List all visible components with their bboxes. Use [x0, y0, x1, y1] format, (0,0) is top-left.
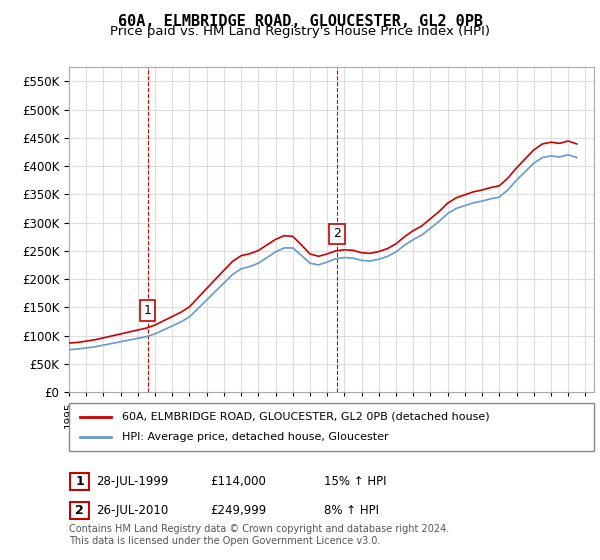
Text: 15% ↑ HPI: 15% ↑ HPI: [324, 474, 386, 488]
Text: 60A, ELMBRIDGE ROAD, GLOUCESTER, GL2 0PB: 60A, ELMBRIDGE ROAD, GLOUCESTER, GL2 0PB: [118, 14, 482, 29]
Text: 2: 2: [75, 504, 84, 517]
Text: 1: 1: [75, 475, 84, 488]
FancyBboxPatch shape: [70, 502, 89, 519]
Text: 2: 2: [333, 227, 341, 240]
Text: 26-JUL-2010: 26-JUL-2010: [96, 503, 168, 517]
Text: Price paid vs. HM Land Registry's House Price Index (HPI): Price paid vs. HM Land Registry's House …: [110, 25, 490, 38]
Text: HPI: Average price, detached house, Gloucester: HPI: Average price, detached house, Glou…: [121, 432, 388, 442]
Text: 28-JUL-1999: 28-JUL-1999: [96, 474, 169, 488]
Text: 1: 1: [144, 304, 152, 317]
Text: 60A, ELMBRIDGE ROAD, GLOUCESTER, GL2 0PB (detached house): 60A, ELMBRIDGE ROAD, GLOUCESTER, GL2 0PB…: [121, 412, 489, 422]
Text: £249,999: £249,999: [210, 503, 266, 517]
Text: £114,000: £114,000: [210, 474, 266, 488]
FancyBboxPatch shape: [69, 403, 594, 451]
Text: 8% ↑ HPI: 8% ↑ HPI: [324, 503, 379, 517]
FancyBboxPatch shape: [70, 473, 89, 490]
Text: Contains HM Land Registry data © Crown copyright and database right 2024.
This d: Contains HM Land Registry data © Crown c…: [69, 524, 449, 546]
